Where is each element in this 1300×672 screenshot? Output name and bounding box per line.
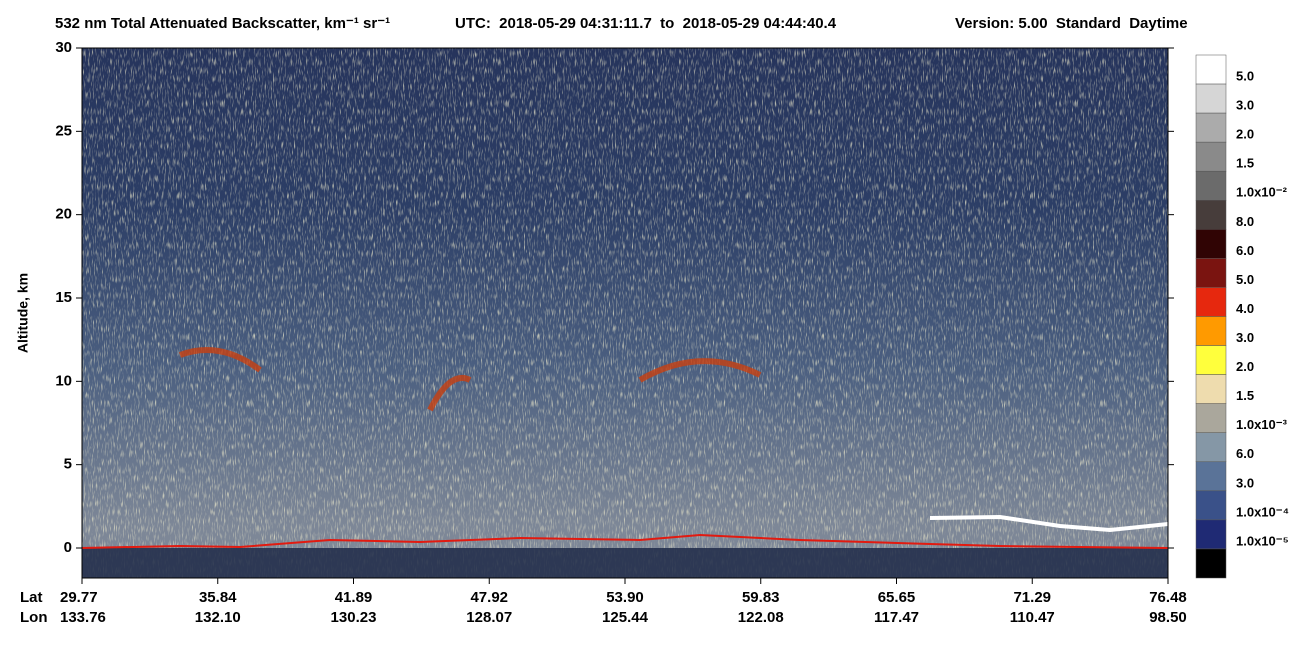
y-axis-label: Altitude, km <box>15 273 31 353</box>
x-tick-label: 130.23 <box>331 609 377 626</box>
x-tick-label: 65.65 <box>878 589 916 606</box>
colorbar-box <box>1195 112 1227 143</box>
colorbar-label: 6.0 <box>1236 243 1254 258</box>
x-row-name: Lat <box>20 589 43 606</box>
ground-band <box>82 548 1168 578</box>
colorbar-box <box>1195 490 1227 521</box>
colorbar-label: 3.0 <box>1236 475 1254 490</box>
colorbar-label: 3.0 <box>1236 330 1254 345</box>
colorbar-label: 1.5 <box>1236 156 1254 171</box>
colorbar-label: 1.0x10⁻⁵ <box>1236 533 1289 548</box>
surface-line <box>81 533 1169 549</box>
x-tick-label: 110.47 <box>1010 609 1055 626</box>
plot-area <box>81 47 1169 579</box>
x-tick-label: 117.47 <box>874 609 919 626</box>
colorbar-box <box>1195 374 1227 404</box>
x-tick-label: 132.10 <box>195 609 241 626</box>
colorbar-box <box>1195 403 1227 433</box>
x-tick-label: 122.08 <box>738 609 784 626</box>
colorbar-label: 2.0 <box>1236 127 1254 142</box>
chart-title: 532 nm Total Attenuated Backscatter, km⁻… <box>55 15 390 32</box>
x-tick-label: 125.44 <box>602 609 649 626</box>
colorbar-box <box>1195 141 1227 172</box>
colorbar-box <box>1195 432 1227 463</box>
colorbar-label: 1.0x10⁻⁴ <box>1236 504 1289 519</box>
colorbar-box <box>1195 316 1227 346</box>
y-tick-label: 10 <box>55 372 72 389</box>
colorbar: 5.0 3.0 2.0 1.5 1.0x10⁻² 8.0 6.0 5.0 4.0 3.0 2.0 1.… <box>1195 54 1289 579</box>
colorbar-label: 6.0 <box>1236 446 1254 461</box>
low-cloud <box>929 514 1169 533</box>
x-tick-label: 41.89 <box>335 589 373 606</box>
colorbar-box <box>1195 229 1227 259</box>
x-tick-label: 133.76 <box>60 609 106 626</box>
colorbar-label: 4.0 <box>1236 301 1254 316</box>
y-tick-label: 0 <box>64 539 72 556</box>
x-row-name: Lon <box>20 609 48 626</box>
x-tick-label: 59.83 <box>742 589 780 606</box>
colorbar-box <box>1195 345 1227 375</box>
colorbar-label: 5.0 <box>1236 272 1254 287</box>
colorbar-box <box>1195 54 1227 85</box>
x-tick-label: 76.48 <box>1149 589 1187 606</box>
y-tick-label: 5 <box>64 456 72 473</box>
y-tick-label: 25 <box>55 122 72 139</box>
colorbar-box <box>1195 83 1227 114</box>
time-range: UTC: 2018-05-29 04:31:11.7 to 2018-05-29… <box>455 15 837 32</box>
colorbar-box <box>1195 258 1227 288</box>
y-tick-label: 15 <box>55 289 72 306</box>
x-tick-label: 47.92 <box>470 589 508 606</box>
colorbar-box <box>1195 200 1227 230</box>
colorbar-box <box>1195 548 1227 579</box>
cloud-tops <box>178 347 762 412</box>
colorbar-box <box>1195 461 1227 492</box>
version: Version: 5.00 Standard Daytime <box>955 15 1188 32</box>
x-tick-label: 53.90 <box>606 589 644 606</box>
colorbar-box <box>1195 170 1227 201</box>
colorbar-label: 5.0 <box>1236 68 1254 83</box>
x-tick-label: 29.77 <box>60 589 98 606</box>
x-tick-label: 128.07 <box>466 609 512 626</box>
y-tick-label: 30 <box>55 39 72 56</box>
x-tick-label: 98.50 <box>1149 609 1187 626</box>
colorbar-label: 1.0x10⁻² <box>1236 185 1288 200</box>
colorbar-box <box>1195 519 1227 550</box>
colorbar-label: 3.0 <box>1236 98 1254 113</box>
colorbar-label: 8.0 <box>1236 214 1254 229</box>
noise-texture <box>82 48 1168 578</box>
y-tick-label: 20 <box>55 206 72 223</box>
colorbar-box <box>1195 287 1227 317</box>
colorbar-label: 1.5 <box>1236 388 1254 403</box>
x-tick-label: 35.84 <box>199 589 237 606</box>
x-tick-label: 71.29 <box>1013 589 1051 606</box>
colorbar-label: 2.0 <box>1236 359 1254 374</box>
colorbar-label: 1.0x10⁻³ <box>1236 417 1288 432</box>
